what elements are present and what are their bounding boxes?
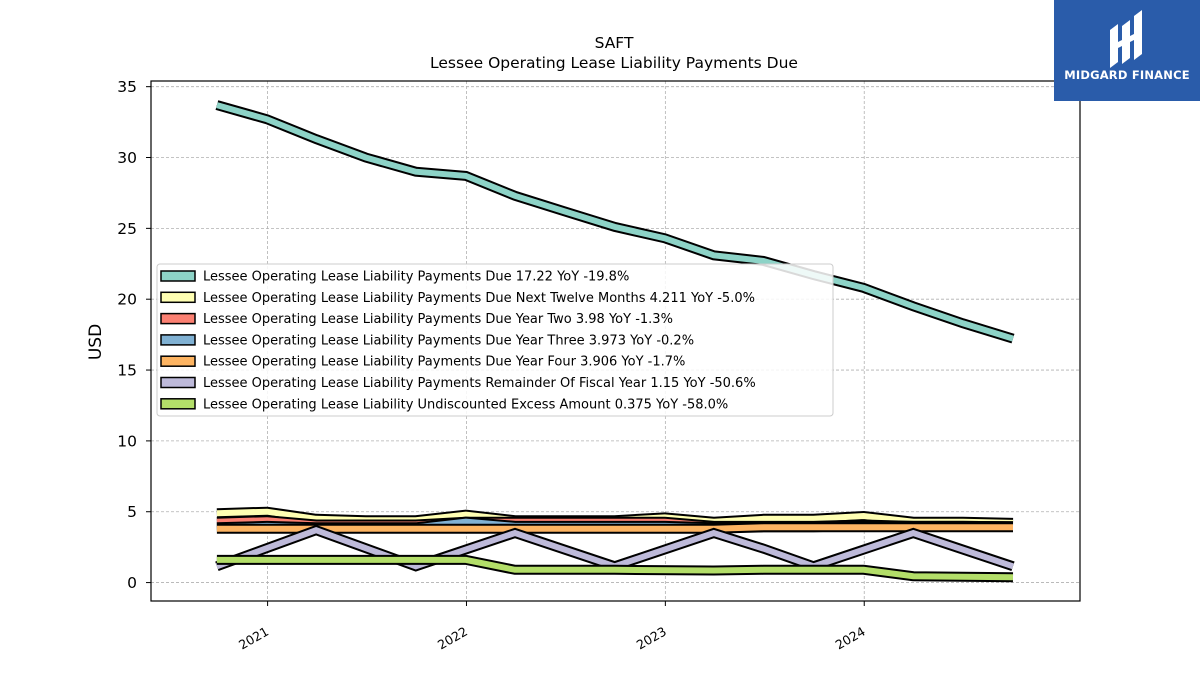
legend-swatch-3 — [160, 312, 196, 325]
chart-title: SAFT — [595, 34, 634, 52]
legend-swatch-7 — [160, 398, 196, 410]
legend-label-6: Lessee Operating Lease Liability Payment… — [203, 376, 756, 391]
series-line-1 — [216, 102, 1014, 342]
y-tick-label: 30 — [117, 149, 137, 167]
y-tick-label: 0 — [127, 574, 137, 592]
y-tick-label: 20 — [117, 291, 137, 309]
midgard-logo-icon — [1110, 10, 1142, 68]
y-tick-label: 25 — [117, 220, 137, 238]
legend-label-3: Lessee Operating Lease Liability Payment… — [203, 312, 673, 327]
series-line-7 — [216, 556, 1014, 581]
y-axis-label: USD — [86, 324, 106, 360]
legend-box — [156, 263, 834, 417]
y-tick-label: 35 — [117, 78, 137, 96]
legend-swatch-1 — [160, 270, 196, 282]
legend-swatch-4 — [160, 334, 196, 346]
plot-frame — [150, 80, 1081, 602]
legend: Lessee Operating Lease Liability Payment… — [156, 263, 834, 417]
y-tick-label: 10 — [117, 432, 137, 450]
legend-label-5: Lessee Operating Lease Liability Payment… — [203, 355, 685, 370]
legend-swatch-2 — [160, 291, 196, 304]
legend-label-2: Lessee Operating Lease Liability Payment… — [203, 291, 755, 306]
legend-swatch-6 — [160, 376, 196, 389]
brand-name: MIDGARD FINANCE — [1064, 68, 1190, 82]
y-tick-label: 15 — [117, 362, 137, 380]
chart-subtitle: Lessee Operating Lease Liability Payment… — [430, 54, 798, 72]
legend-swatch-5 — [160, 355, 196, 367]
series-line-6 — [215, 527, 1014, 570]
y-tick-label: 5 — [127, 503, 137, 521]
legend-label-1: Lessee Operating Lease Liability Payment… — [203, 270, 629, 285]
series-line-5 — [216, 524, 1014, 532]
legend-label-4: Lessee Operating Lease Liability Payment… — [203, 333, 694, 348]
brand-logo: MIDGARD FINANCE — [1054, 0, 1200, 101]
legend-label-7: Lessee Operating Lease Liability Undisco… — [203, 397, 728, 412]
series-lines — [215, 100, 1015, 583]
